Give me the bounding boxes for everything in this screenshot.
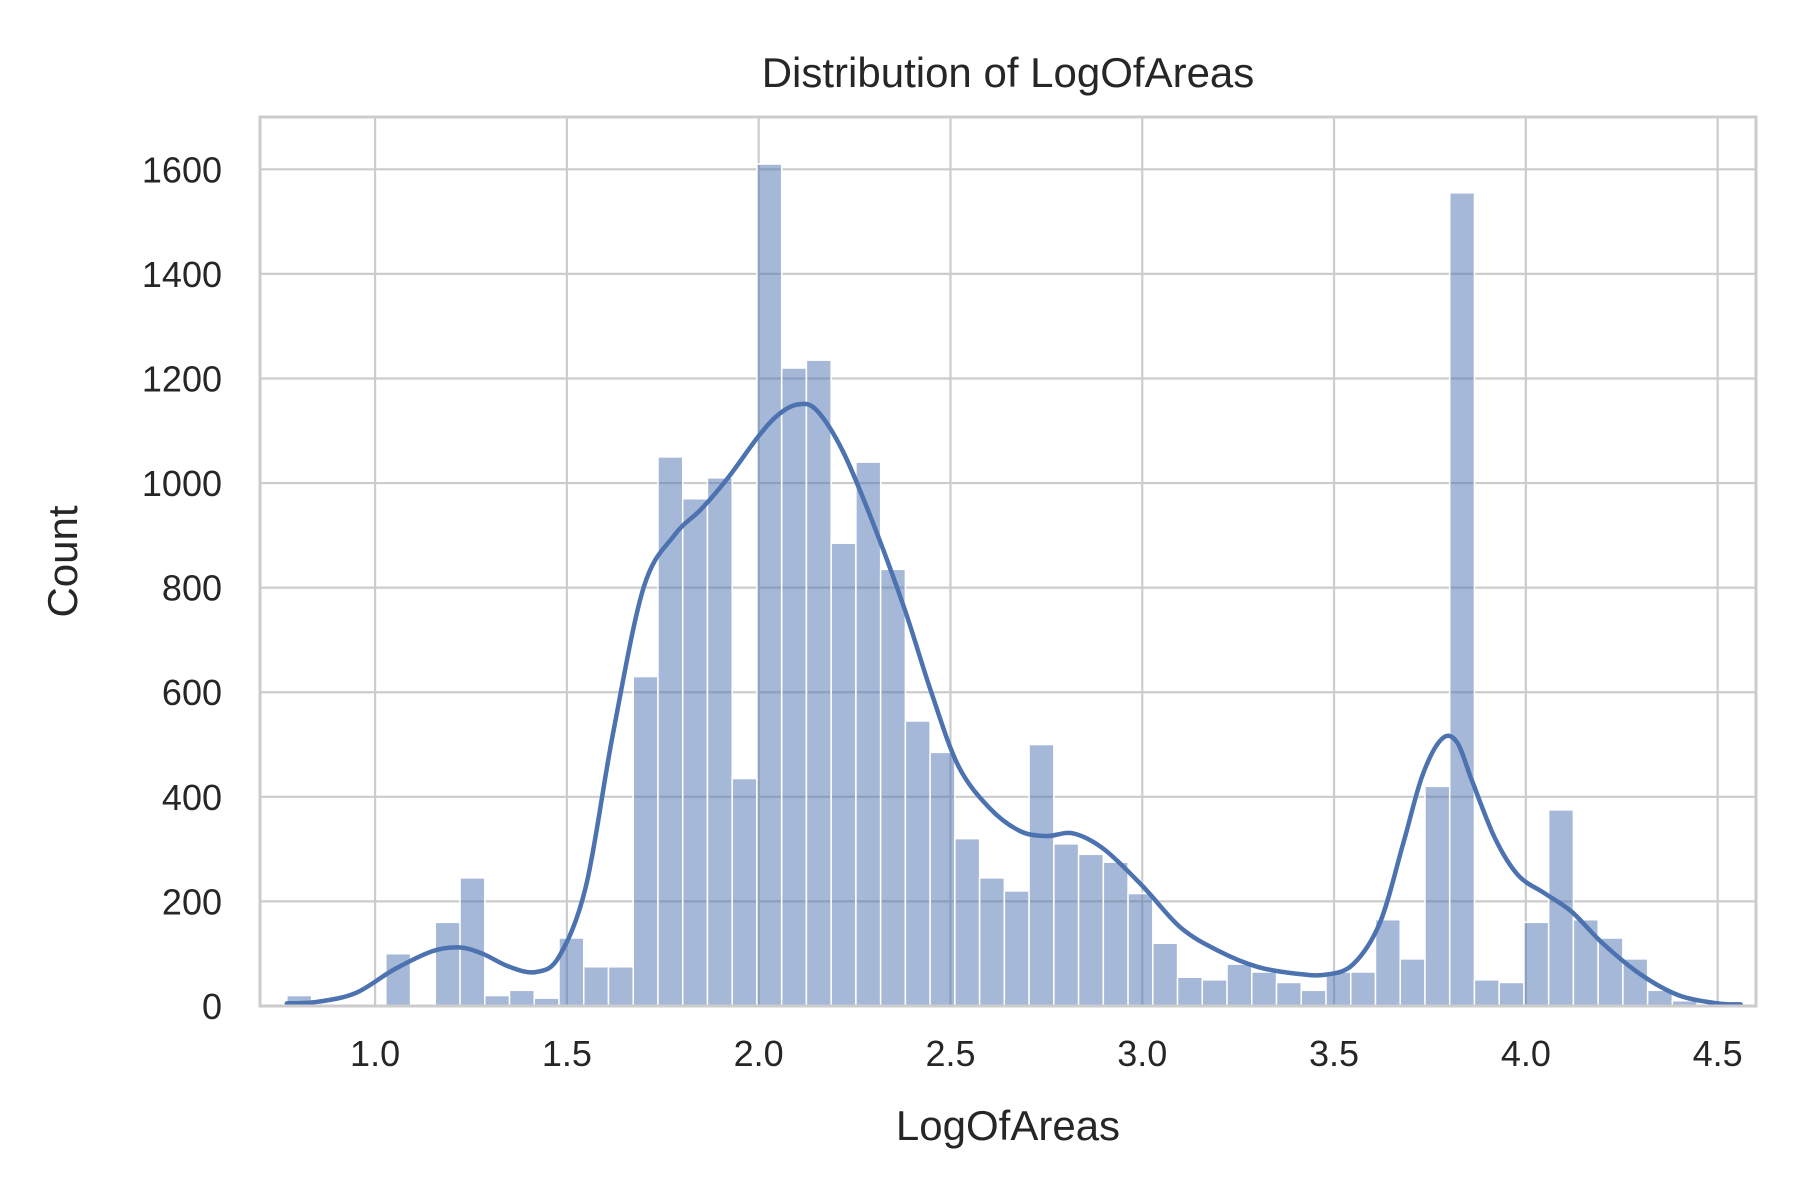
histogram-bar xyxy=(1275,981,1303,1007)
x-tick-label: 2.0 xyxy=(734,1033,784,1074)
histogram-bar xyxy=(1176,976,1204,1007)
histogram-bar xyxy=(706,477,733,1007)
histogram-bar xyxy=(805,359,832,1007)
histogram-bar xyxy=(1028,743,1055,1007)
histogram-bar xyxy=(731,777,758,1007)
histogram-bar xyxy=(1498,981,1525,1007)
y-axis-title: Count xyxy=(39,505,86,617)
histogram-bar xyxy=(1003,890,1030,1007)
histogram-bar xyxy=(1226,963,1253,1007)
x-tick-label: 3.0 xyxy=(1117,1033,1167,1074)
x-tick-label: 3.5 xyxy=(1309,1033,1359,1074)
histogram-bar xyxy=(780,367,808,1007)
histogram-bar xyxy=(1523,921,1550,1007)
histogram-bar xyxy=(1325,971,1352,1007)
histogram-bar xyxy=(1077,853,1105,1007)
kde-curve-layer xyxy=(284,401,1743,1007)
x-tick-labels: 1.0 1.5 2.0 2.5 3.0 3.5 4.0 4.5 xyxy=(350,1033,1743,1074)
histogram-bar xyxy=(459,877,486,1007)
histogram-bar xyxy=(1349,971,1377,1007)
histogram-bar xyxy=(1251,971,1278,1007)
histogram-bar xyxy=(582,966,610,1007)
histogram-bar xyxy=(484,994,511,1007)
histogram-bar xyxy=(1053,843,1080,1007)
histogram-bar xyxy=(632,675,659,1007)
histogram-bar xyxy=(607,966,634,1007)
y-tick-label: 800 xyxy=(162,568,222,609)
histogram-bar xyxy=(1201,979,1228,1007)
histogram-bar xyxy=(1374,918,1401,1007)
histogram-bar xyxy=(1300,989,1327,1007)
histogram-bar xyxy=(954,837,981,1007)
plot-frame xyxy=(258,115,1758,1008)
histogram-bar xyxy=(508,989,536,1007)
histogram-bars xyxy=(286,163,1698,1007)
y-tick-label: 0 xyxy=(202,986,222,1027)
histogram-bar xyxy=(1152,942,1179,1007)
y-tick-label: 600 xyxy=(162,672,222,713)
histogram-bar xyxy=(929,751,956,1007)
histogram-bar xyxy=(904,720,931,1007)
y-tick-label: 1400 xyxy=(142,254,222,295)
x-tick-label: 1.5 xyxy=(542,1033,592,1074)
histogram-bar xyxy=(1424,785,1451,1007)
histogram-bar xyxy=(1102,861,1129,1007)
histogram-bar xyxy=(681,497,709,1007)
histogram-bar xyxy=(830,542,857,1007)
histogram-bar xyxy=(1448,192,1476,1007)
histogram-bar xyxy=(1127,892,1154,1007)
histogram-bar xyxy=(756,163,783,1007)
x-tick-label: 2.5 xyxy=(925,1033,975,1074)
x-tick-label: 4.5 xyxy=(1693,1033,1743,1074)
y-tick-label: 1000 xyxy=(142,463,222,504)
kde-curve xyxy=(284,401,1743,1007)
x-axis-title: LogOfAreas xyxy=(896,1102,1120,1149)
histogram-bar xyxy=(855,461,882,1007)
histogram-bar xyxy=(1473,979,1500,1007)
y-tick-label: 1200 xyxy=(142,358,222,399)
y-tick-label: 400 xyxy=(162,777,222,818)
histogram-bar xyxy=(978,877,1006,1007)
histogram-bar xyxy=(879,568,907,1007)
x-tick-label: 1.0 xyxy=(350,1033,400,1074)
y-tick-label: 200 xyxy=(162,881,222,922)
grid-lines xyxy=(260,117,1756,1008)
y-tick-label: 1600 xyxy=(142,149,222,190)
histogram-bar xyxy=(1399,958,1426,1007)
chart-title: Distribution of LogOfAreas xyxy=(762,49,1255,96)
y-tick-labels: 0 200 400 600 800 1000 1200 1400 1600 xyxy=(142,149,222,1027)
histogram-bar xyxy=(434,921,461,1007)
x-tick-label: 4.0 xyxy=(1501,1033,1551,1074)
